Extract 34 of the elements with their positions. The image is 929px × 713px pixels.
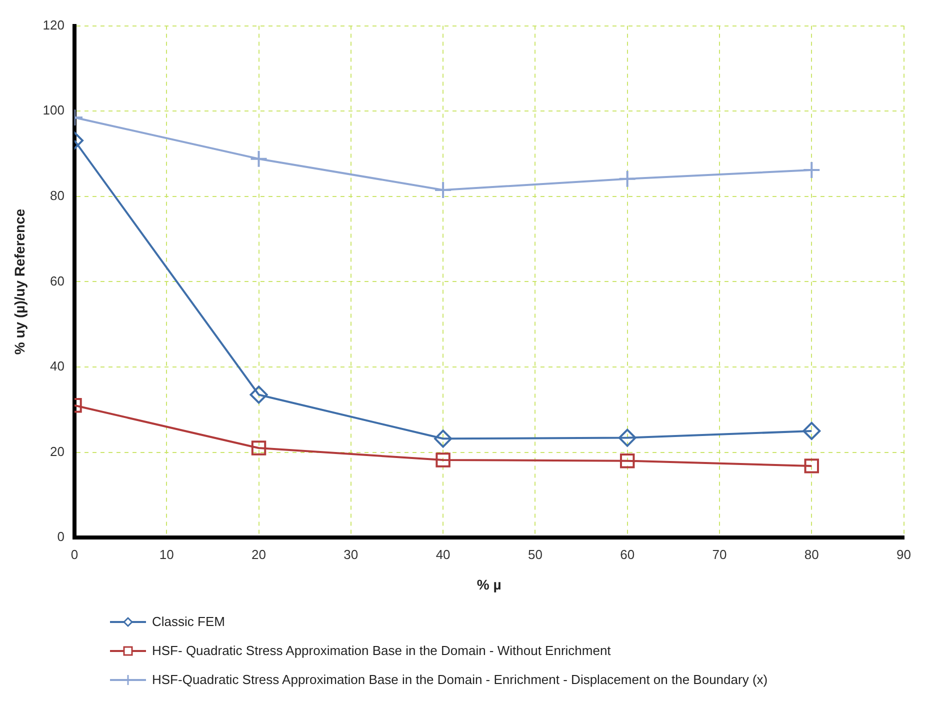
y-axis-title: % uy (µ)/uy Reference — [11, 208, 28, 355]
x-tick-label: 20 — [252, 546, 266, 562]
y-tick-label: 120 — [42, 17, 64, 32]
y-tick-label: 40 — [50, 358, 64, 374]
x-tick-label: 40 — [436, 546, 450, 562]
y-tick-label: 60 — [50, 273, 64, 288]
legend-label: HSF-Quadratic Stress Approximation Base in the Domain - Enrichment - Displacement on the Boundary (x) — [152, 672, 768, 687]
x-tick-label: 0 — [70, 546, 78, 562]
point — [434, 430, 452, 448]
x-tick-label: 70 — [712, 546, 727, 562]
point — [618, 428, 636, 447]
point — [251, 440, 266, 456]
point — [434, 181, 452, 200]
y-tick-label: 0 — [57, 529, 64, 544]
x-tick-label: 90 — [896, 546, 912, 562]
x-tick-label: 30 — [344, 546, 358, 562]
x-tick-label: 10 — [159, 546, 174, 562]
x-tick-label: 60 — [620, 546, 635, 562]
point — [250, 150, 268, 168]
legend-label: Classic FEM — [152, 614, 225, 629]
point — [618, 170, 636, 188]
point — [250, 386, 268, 404]
point — [436, 452, 450, 468]
legend-label: HSF- Quadratic Stress Approximation Base in the Domain - Without Enrichment — [152, 643, 611, 658]
point — [802, 160, 821, 179]
y-tick-label: 100 — [42, 102, 64, 118]
y-tick-label: 80 — [50, 188, 64, 203]
x-tick-label: 80 — [804, 546, 819, 562]
point — [620, 453, 635, 468]
y-tick-label: 20 — [50, 444, 64, 459]
point — [804, 458, 819, 474]
point — [802, 422, 821, 440]
x-axis-title: % µ — [476, 576, 502, 592]
x-tick-label: 50 — [528, 546, 542, 562]
